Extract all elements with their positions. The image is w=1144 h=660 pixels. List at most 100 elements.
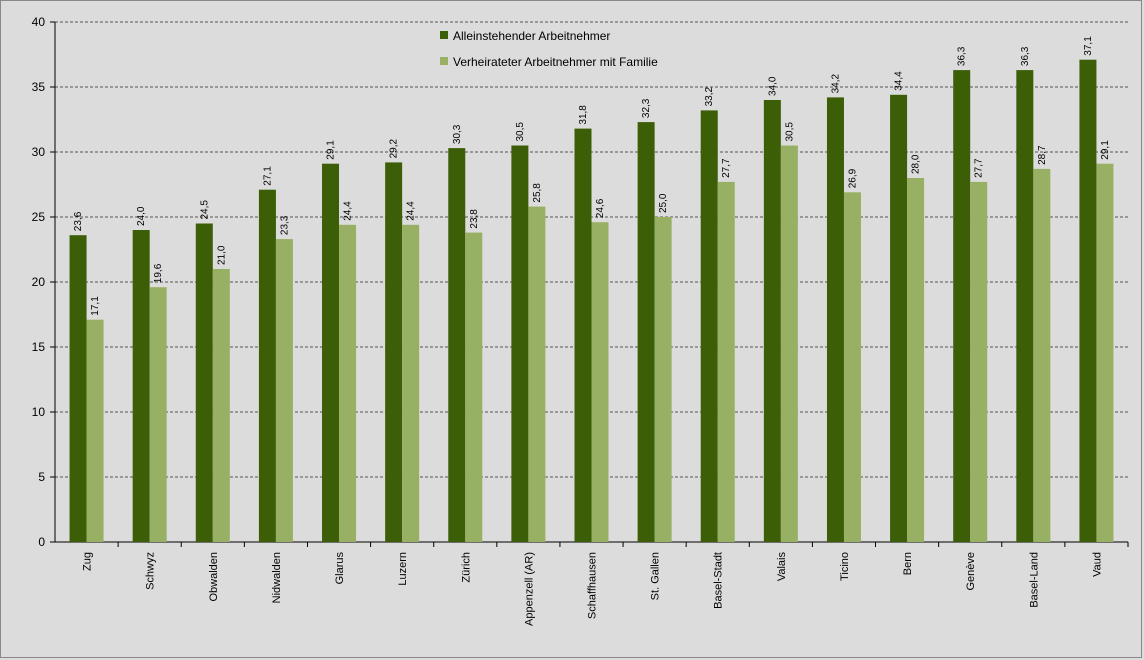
- bar: [511, 145, 529, 542]
- value-label: 24,5: [199, 200, 210, 220]
- bar: [763, 100, 781, 542]
- bar: [780, 145, 798, 542]
- bar: [402, 224, 420, 543]
- x-tick-label: Appenzell (AR): [523, 552, 535, 626]
- x-tick-label: Ticino: [839, 552, 851, 581]
- x-tick-label: Zürich: [460, 552, 472, 583]
- x-tick-label: Obwalden: [208, 552, 220, 602]
- bar: [212, 269, 230, 542]
- bar: [339, 224, 357, 543]
- x-tick-label: Valais: [776, 552, 788, 582]
- bar: [1033, 168, 1051, 542]
- value-label: 30,3: [452, 124, 463, 144]
- value-label: 19,6: [153, 263, 164, 283]
- x-tick-label: Nidwalden: [271, 552, 283, 603]
- bar: [149, 287, 167, 542]
- y-tick-label: 40: [32, 15, 46, 29]
- bar: [69, 235, 87, 542]
- value-label: 34,0: [767, 76, 778, 96]
- legend-label: Verheirateter Arbeitnehmer mit Familie: [453, 55, 658, 69]
- value-label: 25,0: [658, 193, 669, 213]
- y-tick-label: 10: [32, 405, 46, 419]
- value-label: 37,1: [1083, 36, 1094, 56]
- value-label: 24,4: [406, 201, 417, 221]
- bar: [1016, 70, 1034, 542]
- y-tick-label: 0: [38, 535, 45, 549]
- bar: [322, 163, 340, 542]
- bar: [275, 239, 293, 542]
- bar: [843, 192, 861, 543]
- value-label: 21,0: [216, 245, 227, 265]
- legend-label: Alleinstehender Arbeitnehmer: [453, 29, 610, 43]
- x-tick-label: Schaffhausen: [587, 552, 599, 619]
- x-tick-label: Zug: [82, 552, 94, 571]
- bar: [448, 148, 466, 542]
- x-tick-label: Glarus: [334, 552, 346, 585]
- bar: [86, 319, 104, 542]
- bar: [528, 206, 546, 542]
- value-label: 25,8: [532, 183, 543, 203]
- value-label: 30,5: [784, 122, 795, 142]
- bar: [826, 97, 844, 543]
- legend-swatch: [440, 31, 448, 39]
- x-tick-label: Vaud: [1091, 552, 1103, 577]
- bar: [1079, 59, 1097, 542]
- bar: [385, 162, 403, 542]
- value-label: 23,8: [469, 209, 480, 229]
- value-label: 28,0: [911, 154, 922, 174]
- x-tick-label: Basel-Stadt: [713, 552, 725, 609]
- y-tick-label: 25: [32, 210, 46, 224]
- x-tick-label: Genève: [965, 552, 977, 591]
- bar: [465, 232, 483, 542]
- bar: [574, 128, 592, 542]
- bar: [258, 189, 276, 542]
- value-label: 24,4: [343, 201, 354, 221]
- value-label: 29,1: [326, 140, 337, 160]
- value-label: 23,3: [279, 215, 290, 235]
- bar: [953, 70, 971, 542]
- value-label: 28,7: [1037, 145, 1048, 165]
- value-label: 33,2: [704, 86, 715, 106]
- bar: [637, 122, 655, 542]
- y-tick-label: 35: [32, 80, 46, 94]
- y-tick-label: 5: [38, 470, 45, 484]
- value-label: 30,5: [515, 122, 526, 142]
- bar: [890, 94, 908, 543]
- value-label: 27,7: [974, 158, 985, 178]
- value-label: 36,3: [957, 46, 968, 66]
- legend-swatch: [440, 57, 448, 65]
- value-label: 29,1: [1100, 140, 1111, 160]
- bar: [907, 178, 925, 542]
- value-label: 29,2: [389, 138, 400, 158]
- x-tick-label: St. Gallen: [650, 552, 662, 600]
- y-tick-label: 30: [32, 145, 46, 159]
- value-label: 23,6: [73, 211, 84, 231]
- y-tick-label: 15: [32, 340, 46, 354]
- bar: [591, 222, 609, 542]
- x-tick-label: Bern: [902, 552, 914, 575]
- bar: [132, 230, 150, 542]
- x-tick-label: Basel-Land: [1028, 552, 1040, 608]
- value-label: 27,7: [721, 158, 732, 178]
- value-label: 27,1: [262, 166, 273, 186]
- value-label: 24,6: [595, 198, 606, 218]
- value-label: 26,9: [847, 168, 858, 188]
- bar: [1096, 163, 1114, 542]
- x-tick-label: Schwyz: [145, 552, 157, 590]
- value-label: 24,0: [136, 206, 147, 226]
- bar: [717, 181, 735, 542]
- bar: [195, 223, 213, 542]
- value-label: 32,3: [641, 98, 652, 118]
- value-label: 31,8: [578, 105, 589, 125]
- value-label: 36,3: [1020, 46, 1031, 66]
- value-label: 34,2: [830, 73, 841, 93]
- bar: [970, 181, 988, 542]
- bar: [700, 110, 718, 543]
- value-label: 34,4: [894, 71, 905, 91]
- bar: [654, 217, 672, 542]
- y-tick-label: 20: [32, 275, 46, 289]
- x-tick-label: Luzern: [397, 552, 409, 586]
